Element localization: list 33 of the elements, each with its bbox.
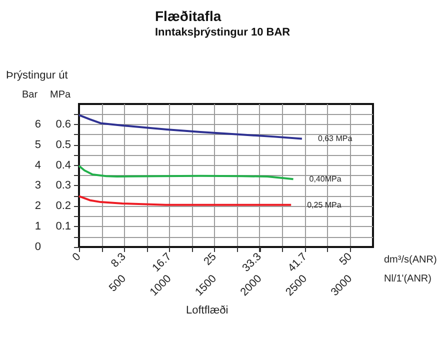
y-tick-label: 0.2 [56, 200, 71, 212]
y-axis-title: MPa [50, 90, 71, 100]
text: Þrýstingur út [6, 70, 68, 82]
y2-tick-label: 2 [34, 200, 41, 212]
y-tick-label: 0.1 [56, 220, 71, 233]
x-axis-title: dm³/s(ANR) [384, 254, 437, 266]
series-label: 0,63 MPa [318, 134, 353, 144]
y-tick-label: 0.3 [56, 180, 71, 192]
x-tick-label: 8.3 [108, 250, 128, 270]
line-series [78, 195, 292, 206]
x-tick-label: 50 [337, 250, 354, 268]
y-tick-label: 0.4 [56, 159, 71, 172]
y-tick-label: 0.5 [56, 138, 71, 151]
x2-tick-label: 500 [107, 272, 128, 294]
y2-tick-label: 1 [34, 220, 41, 233]
y2-tick-label: 0 [34, 241, 41, 253]
x-tick-label: 33.3 [240, 250, 264, 274]
series-label: 0,40MPa [309, 174, 342, 184]
x-tick-label: 0 [70, 250, 84, 264]
y-tick-label: 0.6 [56, 118, 71, 130]
line-series [78, 164, 294, 180]
chart-title: Flæðitafla [155, 8, 222, 24]
y2-axis-title: Bar [22, 90, 38, 100]
line-series [78, 114, 303, 140]
x-tick-label: 25 [202, 250, 219, 268]
y2-tick-label: 3 [34, 180, 41, 192]
y2-tick-label: 6 [34, 118, 41, 130]
text: Loftflæði [186, 304, 228, 316]
y2-tick-label: 5 [34, 138, 41, 151]
chart-subtitle: Inntaksþrýstingur 10 BAR [155, 26, 290, 38]
x2-axis-title: Nl/1'(ANR) [384, 274, 432, 284]
y2-tick-label: 4 [34, 159, 41, 172]
series-label: 0,25 MPa [307, 200, 342, 210]
